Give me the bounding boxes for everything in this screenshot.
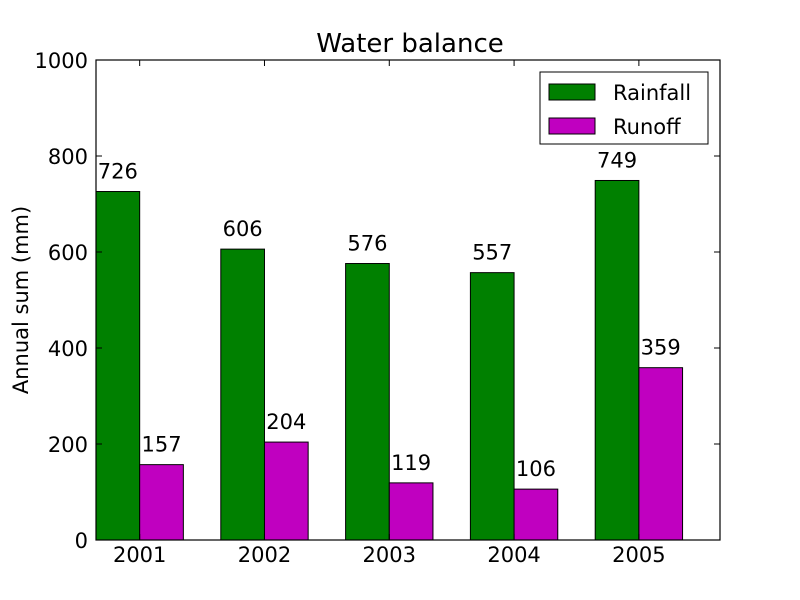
x-tick-label-2001: 2001 <box>113 543 166 567</box>
bar-rainfall-2002 <box>220 248 265 541</box>
legend-label-rainfall: Rainfall <box>613 81 691 105</box>
ticks-layer: 2001 2002 2003 2004 2005 0 200 400 600 800 1000 <box>35 49 720 567</box>
bar-rainfall-2003 <box>345 263 390 541</box>
x-tick-label-2003: 2003 <box>363 543 416 567</box>
bar-runoff-2002 <box>263 441 309 541</box>
y-tick-label-600: 600 <box>48 241 88 265</box>
y-tick-label-400: 400 <box>48 337 88 361</box>
bars-layer <box>95 179 684 541</box>
y-tick-label-1000: 1000 <box>35 49 88 73</box>
data-labels-layer: 726 157 606 204 576 119 557 106 749 359 <box>98 148 681 481</box>
legend-swatch-runoff <box>548 117 596 135</box>
bar-rainfall-2004 <box>469 272 515 541</box>
legend: Rainfall Runoff <box>539 71 709 145</box>
x-tick-label-2005: 2005 <box>612 543 665 567</box>
data-label-rainfall-2001: 726 <box>98 160 138 184</box>
bar-runoff-2005 <box>638 367 684 541</box>
bar-runoff-2003 <box>388 482 434 541</box>
bar-runoff-2004 <box>513 488 559 541</box>
data-label-rainfall-2004: 557 <box>472 241 512 265</box>
y-tick-label-200: 200 <box>48 433 88 457</box>
data-label-rainfall-2003: 576 <box>347 232 387 256</box>
data-label-runoff-2004: 106 <box>516 457 556 481</box>
y-tick-label-0: 0 <box>75 529 88 553</box>
data-label-runoff-2002: 204 <box>266 410 306 434</box>
bar-rainfall-2005 <box>594 179 640 541</box>
x-tick-label-2002: 2002 <box>238 543 291 567</box>
plot-frame <box>95 59 721 541</box>
y-axis-label: Annual sum (mm) <box>9 206 33 394</box>
bar-rainfall-2001 <box>95 191 141 541</box>
y-tick-label-800: 800 <box>48 145 88 169</box>
data-label-runoff-2001: 157 <box>141 433 181 457</box>
legend-swatch-rainfall <box>548 83 596 101</box>
data-label-rainfall-2002: 606 <box>223 217 263 241</box>
legend-label-runoff: Runoff <box>613 115 681 139</box>
chart-title: Water balance <box>316 29 503 59</box>
data-label-runoff-2003: 119 <box>391 451 431 475</box>
x-tick-label-2004: 2004 <box>487 543 540 567</box>
data-label-rainfall-2005: 749 <box>597 148 637 172</box>
data-label-runoff-2005: 359 <box>641 336 681 360</box>
bar-runoff-2001 <box>139 464 184 541</box>
